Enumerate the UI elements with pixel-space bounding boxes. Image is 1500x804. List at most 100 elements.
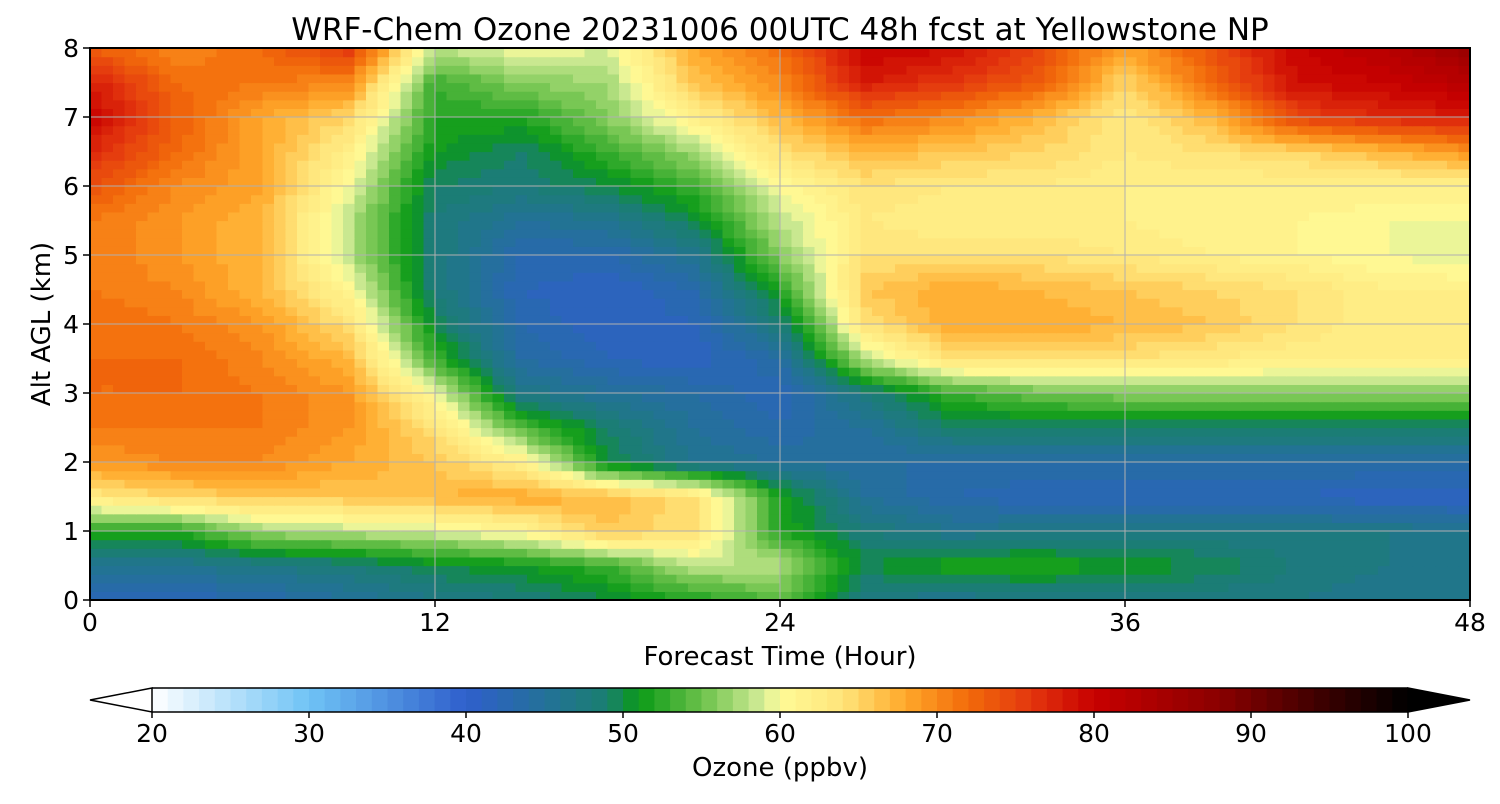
ozone-cell	[435, 522, 448, 532]
ozone-cell	[389, 246, 402, 256]
ozone-cell	[642, 263, 655, 273]
ozone-cell	[1320, 565, 1333, 575]
ozone-cell	[1159, 565, 1172, 575]
ozone-cell	[354, 479, 367, 489]
ozone-cell	[538, 462, 551, 472]
ozone-cell	[929, 505, 942, 515]
ozone-cell	[1010, 332, 1023, 342]
ozone-cell	[952, 539, 965, 549]
ozone-cell	[239, 263, 252, 273]
ozone-cell	[803, 384, 816, 394]
ozone-cell	[1389, 384, 1402, 394]
ozone-cell	[1389, 548, 1402, 558]
ozone-cell	[113, 539, 126, 549]
ozone-cell	[1240, 513, 1253, 523]
ozone-cell	[1458, 263, 1471, 273]
ozone-cell	[331, 427, 344, 437]
ozone-cell	[308, 384, 321, 394]
ozone-cell	[1113, 505, 1126, 515]
ozone-cell	[665, 556, 678, 567]
ozone-cell	[1171, 393, 1184, 403]
ozone-cell	[412, 298, 425, 308]
ozone-cell	[136, 505, 149, 515]
ozone-cell	[906, 487, 919, 498]
ozone-cell	[642, 539, 655, 549]
ozone-cell	[1424, 410, 1437, 420]
ozone-cell	[872, 462, 885, 472]
ozone-cell	[860, 531, 873, 541]
ozone-cell	[1044, 444, 1057, 454]
ozone-cell	[929, 306, 942, 316]
ozone-cell	[1435, 367, 1448, 377]
ozone-cell	[366, 237, 379, 247]
ozone-cell	[262, 384, 275, 394]
ozone-cell	[734, 289, 747, 299]
ozone-cell	[1102, 358, 1115, 368]
ozone-cell	[1389, 531, 1402, 541]
ozone-cell	[1355, 453, 1368, 463]
ozone-cell	[1263, 375, 1276, 385]
ozone-cell	[1044, 246, 1057, 256]
ozone-cell	[1205, 539, 1218, 549]
ozone-cell	[90, 556, 103, 567]
ozone-cell	[803, 427, 816, 437]
ozone-cell	[745, 255, 758, 265]
ozone-cell	[1044, 358, 1057, 368]
ozone-cell	[1125, 246, 1138, 256]
ozone-cell	[630, 479, 643, 489]
ozone-cell	[147, 349, 160, 360]
ozone-cell	[1136, 306, 1149, 316]
ozone-cell	[435, 453, 448, 463]
ozone-cell	[768, 548, 781, 558]
ozone-cell	[1320, 324, 1333, 334]
ozone-cell	[1171, 574, 1184, 584]
ozone-cell	[423, 358, 436, 368]
ozone-cell	[941, 324, 954, 334]
ozone-cell	[205, 332, 218, 342]
ozone-cell	[699, 548, 712, 558]
ozone-cell	[872, 237, 885, 247]
ozone-cell	[757, 582, 770, 592]
ozone-cell	[1067, 453, 1080, 463]
ozone-cell	[1125, 487, 1138, 498]
ozone-cell	[550, 505, 563, 515]
ozone-cell	[538, 522, 551, 532]
ozone-cell	[1113, 384, 1126, 394]
ozone-cell	[538, 513, 551, 523]
ozone-cell	[1090, 496, 1103, 506]
ozone-cell	[849, 505, 862, 515]
ozone-cell	[941, 341, 954, 351]
ozone-cell	[906, 462, 919, 472]
ozone-cell	[1401, 384, 1414, 394]
ozone-cell	[1263, 496, 1276, 506]
ozone-cell	[331, 496, 344, 506]
ozone-cell	[1228, 289, 1241, 299]
ozone-cell	[1378, 436, 1391, 446]
ozone-cell	[573, 332, 586, 342]
ozone-cell	[1309, 505, 1322, 515]
ozone-cell	[642, 531, 655, 541]
ozone-cell	[745, 246, 758, 256]
ozone-cell	[1286, 306, 1299, 316]
ozone-cell	[975, 505, 988, 515]
ozone-cell	[883, 591, 896, 601]
ozone-cell	[515, 505, 528, 515]
ozone-cell	[1366, 591, 1379, 601]
ozone-cell	[653, 556, 666, 567]
ozone-cell	[469, 548, 482, 558]
ozone-cell	[676, 582, 689, 592]
ozone-cell	[1102, 280, 1115, 291]
ozone-cell	[1067, 522, 1080, 532]
ozone-cell	[1171, 427, 1184, 437]
ozone-cell	[573, 505, 586, 515]
ozone-cell	[1033, 548, 1046, 558]
ozone-cell	[1010, 444, 1023, 454]
ozone-cell	[458, 556, 471, 567]
ozone-cell	[711, 453, 724, 463]
ozone-cell	[458, 582, 471, 592]
ozone-cell	[343, 539, 356, 549]
ozone-cell	[1378, 393, 1391, 403]
ozone-cell	[929, 539, 942, 549]
ozone-cell	[929, 401, 942, 411]
ozone-cell	[1263, 246, 1276, 256]
